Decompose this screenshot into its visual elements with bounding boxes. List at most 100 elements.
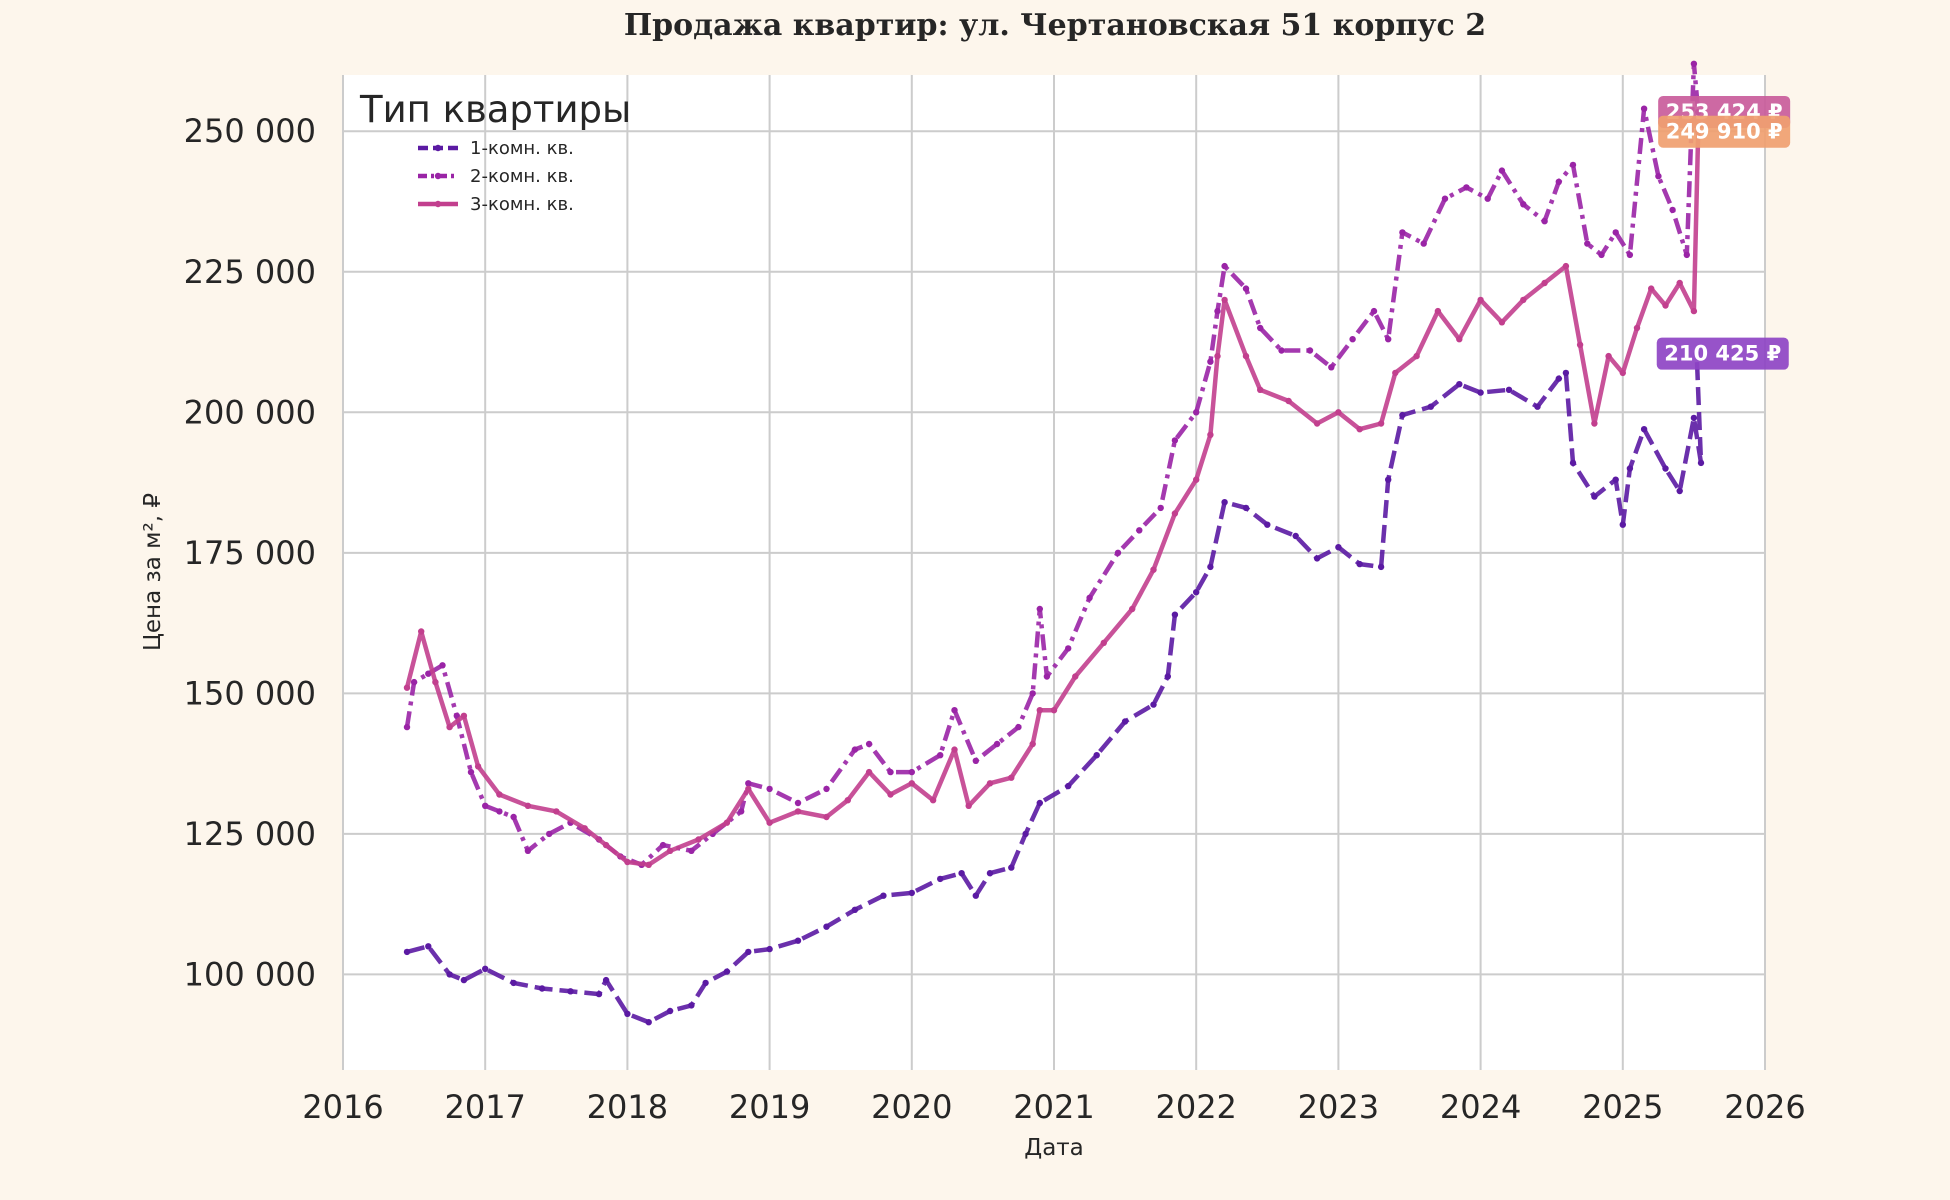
series-point-3 [1129,605,1136,613]
end-label-badge [1656,337,1789,370]
series-point-3 [887,791,894,798]
series-point-2 [937,752,944,759]
x-tick-labels: 2016 2017 2018 2019 2020 2021 2022 2023 2024 2025… [302,1088,1805,1126]
series-point-2 [1328,364,1335,371]
series-point-3 [1377,420,1385,427]
series-point-3 [1171,510,1179,517]
series-point-3 [1008,774,1015,781]
legend-marker [434,172,442,180]
series-point-3 [1392,369,1399,377]
series-point-2 [410,678,418,686]
series-point-3 [1648,285,1655,292]
series-point-2 [1441,195,1449,202]
series-point-3 [1356,426,1363,433]
y-tick-label: 250 000 [184,112,316,150]
series-point-3 [403,684,411,691]
legend-label: 1-комн. кв. [470,138,574,159]
series-point-2 [688,847,695,854]
series-point-1 [1697,459,1705,467]
series-point-2 [524,847,532,854]
series-point-2 [1029,690,1036,697]
series-point-1 [1399,411,1406,419]
series-point-2 [745,780,752,787]
series-point-1 [688,1002,695,1009]
x-tick-label: 2020 [871,1088,952,1126]
series-point-3 [1562,262,1570,270]
series-point-2 [1612,229,1619,236]
series-point-2 [1065,645,1072,652]
series-point-2 [887,768,894,776]
y-tick-label: 200 000 [184,393,316,431]
series-point-1 [766,945,773,953]
series-point-3 [1072,673,1079,680]
series-point-1 [972,892,979,899]
x-tick-label: 2023 [1298,1088,1379,1126]
series-point-1 [1264,521,1271,528]
legend-marker [434,200,442,208]
end-labels: 210 425 ₽253 424 ₽249 910 ₽ [1656,95,1791,370]
series-point-1 [567,988,574,995]
series-point-2 [1541,218,1548,225]
series-point-2 [1214,307,1221,315]
series-point-3 [432,678,439,686]
series-point-2 [1086,594,1093,601]
series-point-1 [1221,499,1228,506]
x-tick-label: 2022 [1155,1088,1236,1126]
series-point-2 [1015,723,1022,731]
series-point-2 [467,768,475,776]
series-point-1 [1093,752,1100,759]
series-point-3 [1050,707,1058,714]
x-tick-label: 2019 [729,1088,810,1126]
grid [342,75,1766,1070]
series-point-3 [745,785,752,793]
series-point-3 [1413,352,1420,360]
chart-title: Продажа квартир: ул. Чертановская 51 кор… [624,8,1486,43]
series-point-1 [1690,414,1698,422]
series-point-1 [1477,389,1484,396]
series-point-3 [1335,409,1342,416]
series-point-1 [937,875,944,883]
series-point-3 [844,797,851,804]
series-point-1 [1612,476,1619,483]
series-point-1 [482,965,489,972]
series-point-3 [581,825,588,832]
series-point-2 [823,785,830,793]
series-point-2 [738,808,745,815]
x-tick-label: 2026 [1724,1088,1805,1126]
series-point-1 [1591,493,1598,500]
series-point-2 [482,802,489,809]
series-point-3 [1477,296,1484,304]
x-tick-label: 2016 [302,1088,383,1126]
series-point-1 [538,985,546,992]
series-point-2 [1306,347,1314,354]
series-point-1 [1065,782,1072,790]
series-point-3 [1676,279,1683,287]
series-point-1 [1150,701,1157,708]
series-point-3 [553,808,560,815]
series-point-1 [1640,426,1648,433]
series-point-2 [851,746,859,753]
series-point-2 [496,808,503,815]
series-point-2 [1370,307,1378,315]
end-label-1: 210 425 ₽ [1656,337,1789,370]
series-point-2 [908,768,915,776]
end-label-badge [1658,115,1791,148]
series-point-3 [1221,296,1228,304]
series-point-1 [1036,799,1044,807]
series-point-2 [1655,173,1662,180]
series-point-3 [1285,397,1292,405]
series-point-1 [1171,611,1179,618]
series-point-2 [1257,324,1264,332]
series-point-2 [546,830,553,838]
y-axis-label: Цена за м², ₽ [140,493,166,651]
series-point-1 [1385,476,1392,483]
series-point-1 [1292,532,1299,540]
series-point-1 [1193,589,1200,596]
series-point-2 [439,662,446,669]
series-point-1 [624,1010,631,1017]
series-point-3 [794,808,802,815]
series-point-3 [460,712,468,719]
series-point-2 [1221,262,1228,270]
series-point-2 [425,670,432,677]
series-point-1 [1456,381,1463,388]
